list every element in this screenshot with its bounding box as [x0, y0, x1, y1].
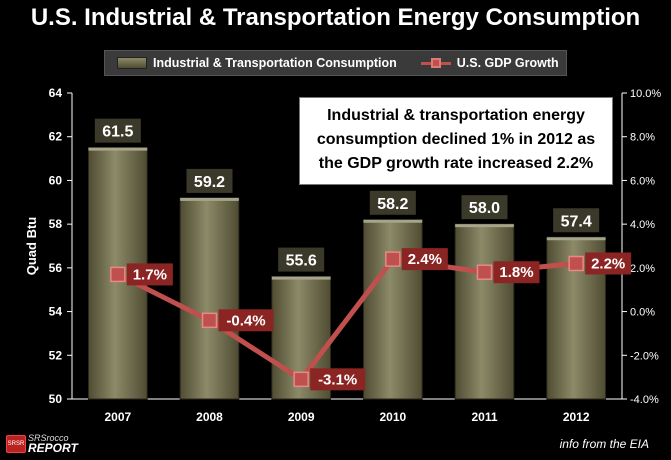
y-tick-label-left: 56	[49, 261, 63, 275]
bar-value-label: 61.5	[102, 124, 133, 141]
gdp-marker	[201, 312, 218, 329]
x-tick-label: 2009	[288, 410, 315, 424]
bar	[454, 223, 515, 400]
bar-top-bevel	[546, 237, 606, 241]
logo-top-text: SRSrocco	[28, 433, 69, 443]
bar-label-bg	[186, 168, 233, 193]
y-tick-label-left: 52	[49, 348, 63, 362]
x-tick-label: 2008	[196, 410, 223, 424]
logo-bottom-text: REPORT	[28, 441, 78, 455]
gdp-label-bg	[310, 368, 366, 391]
bar-top-bevel	[271, 276, 331, 280]
gdp-value-label: -3.1%	[318, 371, 357, 388]
legend-line-swatch	[420, 57, 451, 69]
bar-label-bg	[94, 118, 141, 143]
gdp-value-label: 1.7%	[133, 266, 167, 283]
gdp-label-bg	[126, 263, 173, 286]
bar-top-bevel	[180, 197, 239, 201]
y-tick-label-right: -2.0%	[630, 350, 659, 362]
x-tick-label: 2007	[104, 410, 131, 424]
annotation-line-3: the GDP growth rate increased 2.2%	[318, 155, 594, 172]
gdp-value-label: 1.8%	[499, 264, 533, 281]
bar-value-label: 57.4	[561, 213, 592, 230]
legend-bar-label: Industrial & Transportation Consumption	[153, 56, 397, 70]
srsrocco-logo: SRSR SRSrocco REPORT	[6, 433, 78, 455]
bar	[179, 197, 240, 400]
y-tick-label-right: 6.0%	[630, 175, 655, 187]
annotation-box: Industrial & transportation energy consu…	[299, 97, 613, 185]
y-tick-label-left: 58	[49, 217, 63, 231]
bar-label-bg	[369, 190, 416, 215]
legend-line-label: U.S. GDP Growth	[456, 56, 559, 70]
logo-badge: SRSR	[6, 435, 26, 453]
y-tick-label-right: 0.0%	[630, 307, 655, 319]
annotation-line-1: Industrial & transportation energy	[327, 107, 585, 124]
gdp-value-label: 2.4%	[408, 251, 442, 268]
bar-top-bevel	[363, 219, 423, 223]
gdp-label-bg	[493, 261, 540, 284]
bar-label-bg	[553, 208, 600, 233]
gdp-label-bg	[585, 252, 632, 275]
x-tick-label: 2011	[471, 410, 497, 424]
gdp-marker	[110, 266, 126, 283]
bar-label-bg	[278, 247, 325, 272]
annotation-line-2: consumption declined 1% in 2012 as	[316, 131, 596, 148]
gdp-label-bg	[218, 309, 274, 332]
bar	[363, 219, 423, 400]
y-tick-label-right: 2.0%	[630, 263, 655, 275]
gdp-marker	[385, 251, 401, 267]
chart-title: U.S. Industrial & Transportation Energy …	[30, 4, 641, 31]
gdp-label-bg	[401, 248, 448, 271]
y-tick-label-left: 62	[49, 130, 63, 144]
bar-value-label: 55.6	[286, 253, 317, 270]
source-note: info from the EIA	[559, 437, 649, 451]
x-tick-label: 2010	[379, 410, 406, 424]
y-tick-label-left: 64	[49, 86, 63, 100]
bar-label-bg	[461, 195, 508, 220]
y-tick-label-left: 60	[49, 173, 63, 187]
y-tick-label-right: 4.0%	[630, 219, 655, 231]
legend-bar-swatch	[117, 57, 147, 69]
gdp-marker	[293, 371, 309, 388]
gdp-value-label: -0.4%	[226, 312, 265, 329]
bar-value-label: 58.2	[377, 196, 408, 213]
y-tick-label-right: 8.0%	[630, 132, 655, 144]
y-axis-title: Quad Btu	[24, 217, 39, 276]
y-tick-label-left: 50	[49, 392, 63, 406]
bar-top-bevel	[455, 224, 514, 228]
gdp-marker	[476, 264, 493, 280]
bar-top-bevel	[88, 147, 148, 151]
x-tick-label: 2012	[563, 410, 590, 424]
bar-value-label: 58.0	[469, 200, 500, 217]
y-tick-label-right: 10.0%	[630, 88, 661, 100]
gdp-marker	[568, 255, 584, 272]
y-tick-label-right: -4.0%	[630, 394, 659, 406]
y-tick-label-left: 54	[49, 305, 63, 319]
gdp-value-label: 2.2%	[591, 255, 625, 272]
legend: Industrial & Transportation Consumption …	[104, 50, 567, 76]
bar-value-label: 59.2	[194, 174, 225, 191]
